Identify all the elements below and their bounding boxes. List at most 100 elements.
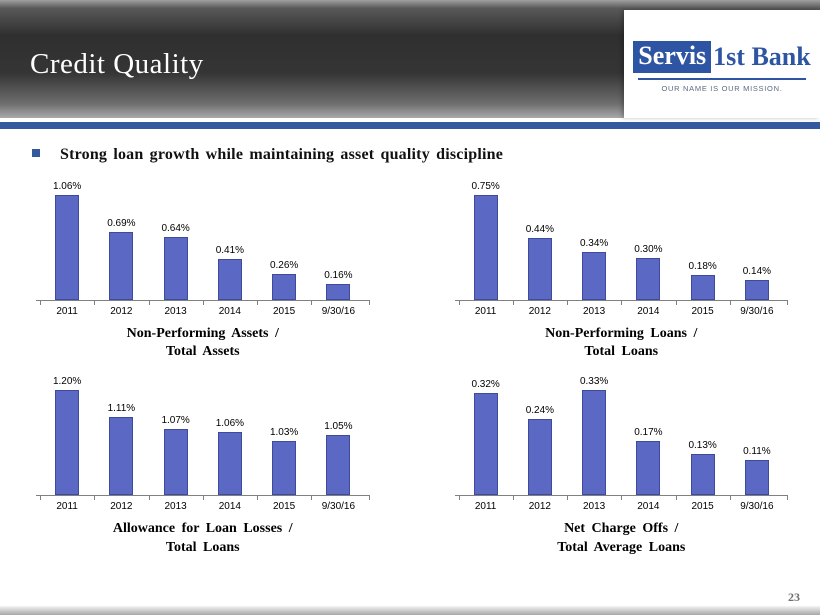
x-axis-label: 2013: [567, 496, 621, 512]
page-number: 23: [788, 590, 800, 604]
bar-column: 0.41%: [203, 244, 257, 300]
bar: [326, 435, 351, 496]
x-axis-label: 2011: [458, 496, 513, 512]
bar-column: 1.07%: [149, 414, 203, 496]
bar-column: 0.11%: [730, 445, 784, 496]
bar: [527, 419, 552, 496]
bar-column: 1.06%: [40, 180, 94, 300]
chart-x-axis: 2011 2012 2013 2014 2015 9/30/16: [36, 495, 370, 512]
chart-plot: 0.32% 0.24% 0.33% 0.17% 0.13% 0.11%: [455, 373, 789, 496]
bar-column: 0.18%: [676, 260, 730, 300]
bullet-row: Strong loan growth while maintaining ass…: [32, 146, 790, 164]
charts-grid: 1.06% 0.69% 0.64% 0.41% 0.26% 0.16% 2011 2012 2…: [32, 174, 790, 557]
bar: [217, 259, 242, 300]
x-axis-label: 2014: [202, 496, 257, 512]
bar: [326, 284, 351, 300]
x-axis-label: 2015: [257, 301, 311, 317]
bar-value-label: 0.13%: [688, 440, 717, 452]
bullet-icon: [32, 149, 40, 157]
x-axis-label: 9/30/16: [311, 301, 365, 317]
bar-column: 0.33%: [567, 375, 621, 496]
bar: [272, 441, 297, 496]
chart-title-line: Net Charge Offs /: [564, 521, 679, 537]
bar-value-label: 1.06%: [52, 181, 82, 192]
chart-title-line: Total Loans: [165, 539, 240, 555]
x-axis-label: 2014: [621, 496, 675, 512]
bar: [272, 274, 297, 300]
chart-x-axis: 2011 2012 2013 2014 2015 9/30/16: [454, 495, 788, 512]
x-axis-label: 2012: [94, 301, 148, 317]
bar-value-label: 0.14%: [742, 266, 772, 277]
x-axis-label: 2015: [257, 496, 311, 512]
bar: [690, 275, 715, 300]
x-axis-label: 9/30/16: [311, 496, 365, 512]
chart-non-performing-loans: 0.75% 0.44% 0.34% 0.30% 0.18% 0.14% 2011 2012 2…: [454, 178, 789, 361]
chart-x-axis: 2011 2012 2013 2014 2015 9/30/16: [36, 300, 370, 317]
x-axis-label: 2013: [148, 496, 203, 512]
slide-header: Credit Quality Servis 1st Bank OUR NAME …: [0, 0, 820, 118]
bar-value-label: 1.06%: [215, 418, 245, 430]
bar-column: 0.14%: [730, 265, 784, 300]
bar-value-label: 1.20%: [52, 376, 82, 388]
bar-value-label: 0.69%: [107, 218, 136, 229]
bar-value-label: 0.24%: [525, 405, 555, 417]
bar: [473, 195, 498, 300]
accent-bar: [0, 122, 820, 129]
bar-column: 1.05%: [311, 420, 365, 496]
chart-title: Non-Performing Loans / Total Loans: [455, 325, 789, 361]
logo-tagline: OUR NAME IS OUR MISSION.: [661, 84, 783, 94]
chart-plot: 1.06% 0.69% 0.64% 0.41% 0.26% 0.16%: [36, 178, 370, 300]
chart-allowance-loan-losses: 1.20% 1.11% 1.07% 1.06% 1.03% 1.05% 2011 2012 2…: [36, 373, 370, 556]
x-axis-label: 2012: [512, 496, 567, 512]
bar-column: 1.11%: [94, 402, 148, 496]
bar-column: 0.24%: [513, 404, 567, 496]
bar-column: 0.17%: [621, 426, 675, 496]
bar-column: 1.20%: [40, 375, 94, 496]
chart-title: Non-Performing Assets / Total Assets: [36, 325, 370, 361]
bar-value-label: 0.17%: [634, 427, 663, 439]
page-title: Credit Quality: [30, 48, 204, 80]
logo-bank-text: 1st Bank: [713, 41, 811, 71]
bar: [582, 390, 607, 496]
x-axis-label: 2014: [202, 301, 257, 317]
chart-title: Allowance for Loan Losses / Total Loans: [36, 520, 370, 556]
x-axis-label: 9/30/16: [729, 301, 784, 317]
bar: [163, 237, 188, 300]
x-axis-label: 2011: [40, 496, 94, 512]
chart-plot: 1.20% 1.11% 1.07% 1.06% 1.03% 1.05%: [36, 373, 370, 496]
bar-column: 0.64%: [149, 222, 203, 300]
x-axis-label: 2012: [512, 301, 567, 317]
logo-wordmark: Servis 1st Bank: [633, 40, 811, 74]
chart-title-line: Total Loans: [584, 344, 659, 360]
bar-column: 0.16%: [311, 269, 365, 300]
bar-column: 0.44%: [513, 223, 567, 300]
bar-value-label: 0.11%: [743, 446, 771, 458]
chart-plot: 0.75% 0.44% 0.34% 0.30% 0.18% 0.14%: [455, 178, 789, 300]
bar-column: 0.75%: [459, 180, 513, 300]
logo-divider: [638, 78, 806, 81]
bar-column: 0.34%: [567, 237, 621, 300]
bar: [55, 390, 80, 496]
chart-x-axis: 2011 2012 2013 2014 2015 9/30/16: [454, 300, 788, 317]
bar-value-label: 1.03%: [269, 427, 299, 439]
bar-value-label: 0.75%: [471, 181, 500, 192]
x-axis-label: 2015: [675, 496, 730, 512]
x-axis-label: 9/30/16: [729, 496, 784, 512]
chart-title-line: Non-Performing Assets /: [126, 326, 279, 341]
x-axis-label: 2011: [40, 301, 94, 317]
servisfirst-logo: Servis 1st Bank OUR NAME IS OUR MISSION.: [624, 10, 820, 118]
bar-column: 0.30%: [621, 243, 675, 300]
bar-column: 1.03%: [257, 426, 311, 496]
bar-value-label: 0.34%: [579, 238, 609, 249]
slide-body: Strong loan growth while maintaining ass…: [0, 136, 820, 557]
bar: [744, 460, 769, 496]
chart-title-line: Allowance for Loan Losses /: [112, 521, 293, 537]
bar: [55, 195, 80, 300]
bar-value-label: 0.30%: [634, 244, 663, 255]
chart-title-line: Non-Performing Loans /: [545, 326, 698, 341]
chart-non-performing-assets: 1.06% 0.69% 0.64% 0.41% 0.26% 0.16% 2011 2012 2…: [36, 178, 370, 361]
bar: [217, 432, 242, 496]
bar: [473, 393, 498, 496]
x-axis-label: 2011: [458, 301, 513, 317]
